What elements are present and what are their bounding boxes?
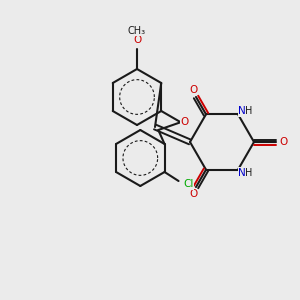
Text: O: O	[180, 117, 188, 127]
Text: O: O	[189, 189, 197, 199]
Text: H: H	[245, 106, 253, 116]
Text: Cl: Cl	[183, 179, 194, 189]
Text: CH₃: CH₃	[128, 26, 146, 36]
Text: N: N	[238, 168, 246, 178]
Text: N: N	[238, 106, 246, 116]
Text: O: O	[133, 35, 141, 45]
Text: O: O	[280, 137, 288, 147]
Text: H: H	[245, 168, 253, 178]
Text: O: O	[189, 85, 197, 95]
